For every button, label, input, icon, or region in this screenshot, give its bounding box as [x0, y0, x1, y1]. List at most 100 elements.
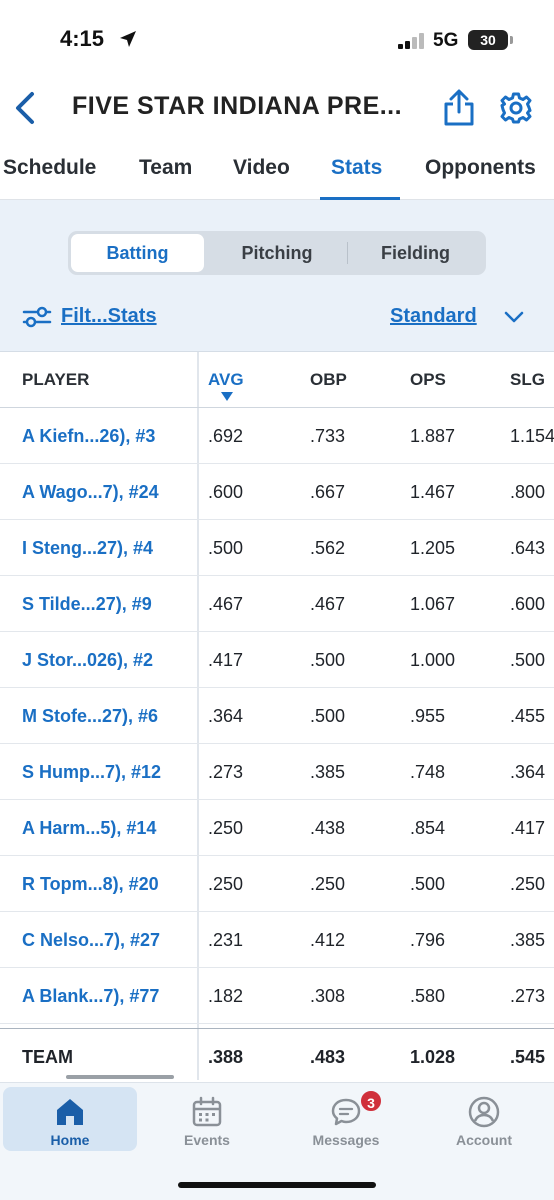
obp-value: .467 — [310, 594, 346, 614]
obp-value: .500 — [310, 650, 346, 670]
nav-account[interactable]: Account — [417, 1087, 551, 1151]
segment-divider — [347, 242, 348, 264]
back-arrow-icon[interactable] — [8, 88, 44, 128]
team-totals-row: TEAM .388 .483 1.028 .545 — [0, 1028, 554, 1084]
tab-team[interactable]: Team — [139, 156, 193, 179]
nav-events[interactable]: Events — [140, 1087, 274, 1151]
column-header-player[interactable]: PLAYER — [22, 370, 90, 389]
team-ops-value: 1.028 — [410, 1047, 456, 1067]
table-row[interactable]: J Stor...026), #2 .417 .500 1.000 .500 — [0, 632, 554, 688]
nav-home[interactable]: Home — [3, 1087, 137, 1151]
table-row[interactable]: R Topm...8), #20 .250 .250 .500 .250 — [0, 856, 554, 912]
slg-value: 1.154 — [510, 426, 554, 446]
obp-value: .308 — [310, 986, 346, 1006]
stats-type-segmented-control: Batting Pitching Fielding — [68, 231, 486, 275]
column-header-avg[interactable]: AVG — [208, 370, 244, 389]
player-name-link[interactable]: S Tilde...27), #9 — [22, 594, 152, 614]
player-name-link[interactable]: A Harm...5), #14 — [22, 818, 157, 838]
column-header-ops[interactable]: OPS — [410, 370, 446, 389]
tab-video[interactable]: Video — [233, 156, 290, 179]
obp-value: .500 — [310, 706, 346, 726]
chevron-down-icon — [504, 311, 524, 323]
table-row[interactable]: A Harm...5), #14 .250 .438 .854 .417 — [0, 800, 554, 856]
obp-value: .412 — [310, 930, 346, 950]
slg-value: .417 — [510, 818, 546, 838]
avg-value: .692 — [208, 426, 244, 446]
player-name-link[interactable]: A Wago...7), #24 — [22, 482, 159, 502]
team-title: FIVE STAR INDIANA PRE... — [72, 92, 403, 120]
ops-value: 1.000 — [410, 650, 456, 670]
avg-value: .273 — [208, 762, 244, 782]
ops-value: .796 — [410, 930, 446, 950]
table-header-row: PLAYER AVG OBP OPS SLG — [0, 352, 554, 408]
calendar-icon — [192, 1096, 222, 1127]
chat-icon — [331, 1098, 361, 1126]
slg-value: .273 — [510, 986, 546, 1006]
player-name-link[interactable]: I Steng...27), #4 — [22, 538, 154, 558]
table-row[interactable]: S Tilde...27), #9 .467 .467 1.067 .600 — [0, 576, 554, 632]
team-tabs: Schedule Team Video Stats Opponents — [0, 144, 554, 200]
active-tab-indicator — [320, 197, 400, 200]
slg-value: .600 — [510, 594, 546, 614]
tab-schedule[interactable]: Schedule — [3, 156, 97, 179]
nav-account-label: Account — [456, 1132, 512, 1148]
battery-icon: 30 — [468, 30, 513, 50]
frozen-column-divider — [197, 352, 199, 1080]
nav-messages[interactable]: 3 Messages — [279, 1087, 413, 1151]
slg-value: .364 — [510, 762, 546, 782]
table-row[interactable]: A Blank...7), #77 .182 .308 .580 .273 — [0, 968, 554, 1024]
table-row[interactable]: M Stofe...27), #6 .364 .500 .955 .455 — [0, 688, 554, 744]
ops-value: .955 — [410, 706, 446, 726]
status-bar: 4:15 5G 30 — [0, 0, 554, 80]
slg-value: .643 — [510, 538, 546, 558]
segment-batting[interactable]: Batting — [71, 234, 204, 272]
location-arrow-icon — [120, 31, 136, 47]
home-icon — [57, 1099, 83, 1125]
player-name-link[interactable]: A Kiefn...26), #3 — [22, 426, 156, 446]
gear-icon[interactable] — [497, 88, 535, 128]
tab-stats[interactable]: Stats — [331, 156, 383, 179]
share-icon[interactable] — [440, 88, 478, 128]
signal-strength-icon — [398, 33, 426, 49]
team-header: FIVE STAR INDIANA PRE... — [0, 80, 554, 138]
ops-value: .748 — [410, 762, 446, 782]
obp-value: .250 — [310, 874, 346, 894]
column-header-slg[interactable]: SLG — [510, 370, 545, 389]
player-name-link[interactable]: J Stor...026), #2 — [22, 650, 154, 670]
segment-fielding[interactable]: Fielding — [381, 243, 450, 263]
obp-value: .562 — [310, 538, 346, 558]
avg-value: .600 — [208, 482, 244, 502]
ops-value: 1.467 — [410, 482, 456, 502]
segment-pitching[interactable]: Pitching — [241, 243, 313, 263]
bottom-tab-bar: Home Events 3 Messages Account — [0, 1082, 554, 1200]
filter-sliders-icon — [22, 306, 52, 328]
player-name-link[interactable]: C Nelso...7), #27 — [22, 930, 161, 950]
table-row[interactable]: C Nelso...7), #27 .231 .412 .796 .385 — [0, 912, 554, 968]
ops-value: .580 — [410, 986, 446, 1006]
avg-value: .250 — [208, 818, 244, 838]
tab-opponents[interactable]: Opponents — [425, 156, 536, 179]
avg-value: .364 — [208, 706, 244, 726]
slg-value: .500 — [510, 650, 546, 670]
avg-value: .250 — [208, 874, 244, 894]
player-name-link[interactable]: S Hump...7), #12 — [22, 762, 162, 782]
table-row[interactable]: A Kiefn...26), #3 .692 .733 1.887 1.154 — [0, 408, 554, 464]
ops-value: 1.887 — [410, 426, 456, 446]
player-name-link[interactable]: A Blank...7), #77 — [22, 986, 160, 1006]
avg-value: .500 — [208, 538, 244, 558]
player-name-link[interactable]: R Topm...8), #20 — [22, 874, 159, 894]
table-row[interactable]: S Hump...7), #12 .273 .385 .748 .364 — [0, 744, 554, 800]
sort-descending-icon — [221, 392, 233, 401]
obp-value: .438 — [310, 818, 346, 838]
column-header-obp[interactable]: OBP — [310, 370, 347, 389]
table-row[interactable]: A Wago...7), #24 .600 .667 1.467 .800 — [0, 464, 554, 520]
slg-value: .385 — [510, 930, 546, 950]
slg-value: .800 — [510, 482, 546, 502]
horizontal-scroll-indicator[interactable] — [66, 1075, 174, 1079]
ops-value: 1.205 — [410, 538, 456, 558]
avg-value: .182 — [208, 986, 244, 1006]
avg-value: .467 — [208, 594, 244, 614]
avg-value: .231 — [208, 930, 244, 950]
player-name-link[interactable]: M Stofe...27), #6 — [22, 706, 159, 726]
table-row[interactable]: I Steng...27), #4 .500 .562 1.205 .643 — [0, 520, 554, 576]
